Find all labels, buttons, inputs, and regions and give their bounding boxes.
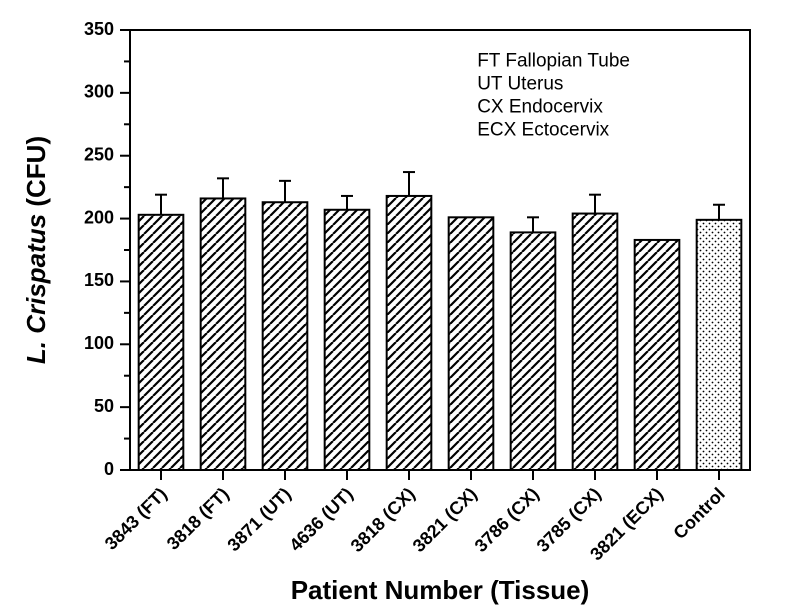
x-category-label: 4636 (UT) <box>285 484 356 555</box>
y-tick-label: 50 <box>94 396 114 416</box>
x-axis-label: Patient Number (Tissue) <box>291 575 590 605</box>
x-category-label: Control <box>669 484 728 543</box>
bar <box>697 220 742 470</box>
bar <box>511 232 556 470</box>
legend-line: ECX Ectocervix <box>477 120 609 141</box>
y-tick-label: 0 <box>104 459 114 479</box>
bar <box>325 210 370 470</box>
y-tick-label: 350 <box>84 19 114 39</box>
legend-line: FT Fallopian Tube <box>477 51 630 72</box>
chart-container: 0501001502002503003503843 (FT)3818 (FT)3… <box>0 0 800 613</box>
x-category-label: 3818 (CX) <box>347 484 419 556</box>
bar <box>573 214 618 470</box>
y-axis-label: L. Crispatus (CFU) <box>21 136 51 364</box>
bar <box>139 215 184 470</box>
x-category-label: 3786 (CX) <box>471 484 543 556</box>
y-tick-label: 300 <box>84 82 114 102</box>
x-category-label: 3843 (FT) <box>101 484 171 554</box>
x-category-label: 3818 (FT) <box>163 484 233 554</box>
legend-line: UT Uterus <box>477 74 563 95</box>
y-tick-label: 250 <box>84 144 114 164</box>
y-tick-label: 150 <box>84 270 114 290</box>
y-tick-label: 200 <box>84 207 114 227</box>
legend-line: CX Endocervix <box>477 97 603 118</box>
bar <box>449 217 494 470</box>
bar <box>263 202 308 470</box>
bar <box>201 198 246 470</box>
x-category-label: 3871 (UT) <box>223 484 294 555</box>
x-category-label: 3821 (CX) <box>409 484 481 556</box>
bar <box>387 196 432 470</box>
bar <box>635 240 680 470</box>
bar-chart: 0501001502002503003503843 (FT)3818 (FT)3… <box>0 0 800 613</box>
y-tick-label: 100 <box>84 333 114 353</box>
